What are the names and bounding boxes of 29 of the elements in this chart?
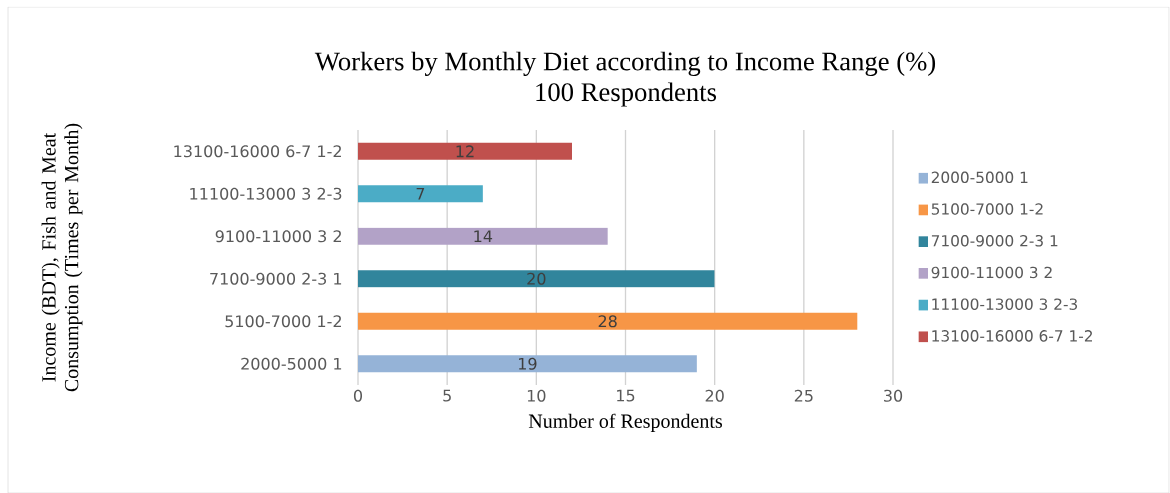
legend-label: 2000-5000 1 <box>931 171 1028 184</box>
y-tick-label: 5100-7000 1-2 <box>225 315 341 328</box>
x-axis-title: Number of Respondents <box>528 413 722 432</box>
x-tick-label: 10 <box>527 389 546 402</box>
y-axis-title: Income (BDT), Fish and Meat Consumption (Times per Month) <box>41 123 83 392</box>
chart-subtitle: 100 Respondents <box>536 82 717 107</box>
legend-label: 7100-9000 2-3 1 <box>931 234 1058 247</box>
x-tick-label: 20 <box>705 389 724 402</box>
data-label: 12 <box>456 145 474 158</box>
legend-label: 13100-16000 6-7 1-2 <box>932 330 1092 342</box>
x-tick-label: 25 <box>794 389 813 402</box>
y-tick-label: 13100-16000 6-7 1-2 <box>174 145 341 158</box>
y-tick-label: 9100-11000 3 2 <box>215 230 341 243</box>
legend-label: 11100-13000 3 2-3 <box>932 298 1078 310</box>
data-label: 19 <box>519 357 537 370</box>
legend-label: 5100-7000 1-2 <box>931 203 1043 215</box>
chart-title: Workers by Monthly Diet according to Income Range (%) <box>314 51 936 76</box>
data-label: 20 <box>527 272 546 285</box>
x-tick-label: 30 <box>884 389 903 402</box>
x-tick-label: 15 <box>617 389 635 402</box>
x-tick-label: 0 <box>353 389 363 402</box>
y-tick-label: 7100-9000 2-3 1 <box>210 272 342 285</box>
y-tick-label: 11100-13000 3 2-3 <box>190 187 342 200</box>
data-label: 7 <box>416 187 425 200</box>
data-label: 14 <box>474 230 493 243</box>
x-tick-label: 5 <box>443 389 451 402</box>
y-tick-label: 2000-5000 1 <box>241 357 342 370</box>
data-label: 28 <box>598 315 617 328</box>
legend-label: 9100-11000 3 2 <box>931 266 1052 279</box>
